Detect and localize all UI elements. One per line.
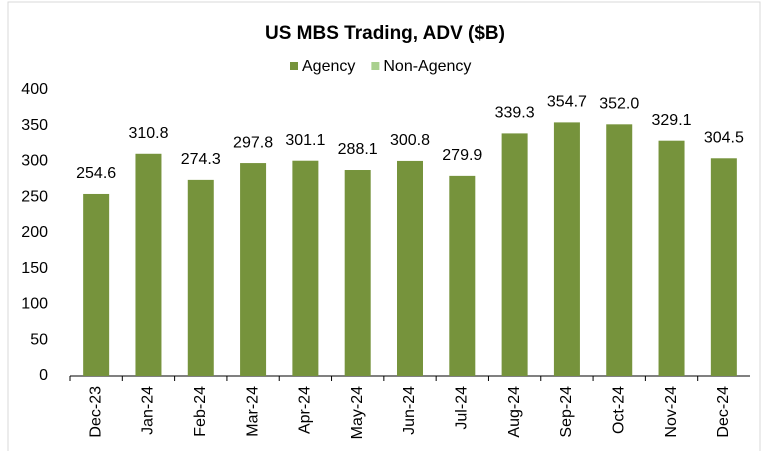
chart-title: US MBS Trading, ADV ($B) — [265, 23, 505, 44]
legend-swatch — [371, 62, 380, 70]
data-label: 329.1 — [652, 112, 692, 129]
data-label: 352.0 — [599, 96, 639, 113]
y-tick-label: 100 — [21, 296, 48, 313]
legend-swatch — [290, 62, 298, 70]
bar — [606, 124, 633, 376]
y-tick-label: 400 — [21, 81, 48, 98]
y-tick-label: 150 — [21, 260, 48, 277]
data-label: 279.9 — [442, 147, 482, 164]
data-label: 339.3 — [495, 105, 535, 122]
x-tick-label: Apr-24 — [297, 386, 314, 434]
bar — [710, 158, 737, 376]
x-tick-label: Dec-23 — [87, 386, 104, 438]
data-label: 300.8 — [390, 132, 430, 149]
bar — [501, 133, 528, 376]
x-tick-label: Mar-24 — [244, 386, 261, 437]
bar — [449, 175, 476, 376]
x-tick-label: Aug-24 — [506, 386, 523, 438]
y-tick-label: 250 — [21, 188, 48, 205]
x-tick-label: Jun-24 — [401, 386, 418, 435]
data-label: 301.1 — [285, 132, 325, 149]
x-tick-label: May-24 — [349, 386, 366, 439]
data-label: 274.3 — [181, 151, 221, 168]
data-label: 310.8 — [128, 125, 168, 142]
y-tick-label: 0 — [39, 367, 48, 384]
bar — [83, 193, 110, 376]
data-label: 288.1 — [338, 141, 378, 158]
x-tick-label: Feb-24 — [192, 386, 209, 437]
y-tick-label: 200 — [21, 224, 48, 241]
data-label: 254.6 — [76, 165, 116, 182]
bar — [187, 179, 214, 376]
x-tick-label: Oct-24 — [610, 386, 627, 434]
bar — [553, 122, 580, 377]
x-tick-label: Nov-24 — [663, 386, 680, 438]
bar — [240, 163, 267, 376]
bar — [397, 160, 423, 376]
y-tick-label: 300 — [21, 153, 48, 170]
bar — [135, 153, 162, 376]
bar — [658, 140, 685, 376]
legend-label: Non-Agency — [383, 58, 471, 75]
x-tick-label: Jan-24 — [140, 386, 157, 435]
y-tick-label: 50 — [30, 331, 48, 348]
bar — [344, 170, 371, 376]
x-tick-label: Sep-24 — [558, 386, 575, 438]
x-tick-label: Jul-24 — [454, 386, 471, 430]
legend-label: Agency — [302, 58, 355, 75]
data-label: 297.8 — [233, 134, 273, 151]
y-tick-label: 350 — [21, 117, 48, 134]
x-tick-label: Dec-24 — [715, 386, 732, 438]
bar — [292, 160, 319, 376]
data-label: 354.7 — [547, 94, 587, 111]
data-label: 304.5 — [704, 130, 744, 147]
